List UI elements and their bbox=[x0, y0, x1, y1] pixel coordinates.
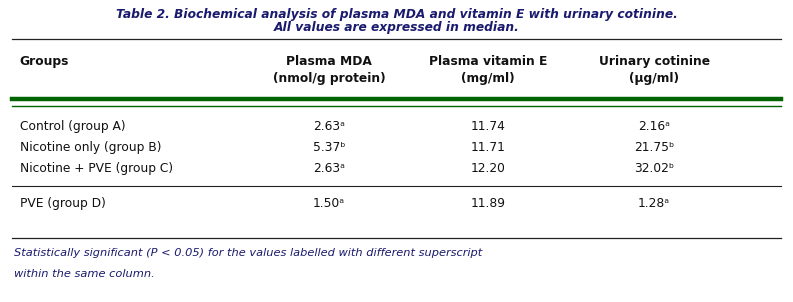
Text: 11.71: 11.71 bbox=[470, 141, 505, 154]
Text: Statistically significant (P < 0.05) for the values labelled with different supe: Statistically significant (P < 0.05) for… bbox=[14, 248, 482, 258]
Text: 11.74: 11.74 bbox=[470, 120, 505, 133]
Text: Plasma MDA: Plasma MDA bbox=[286, 55, 372, 69]
Text: (nmol/g protein): (nmol/g protein) bbox=[273, 72, 385, 85]
Text: Plasma vitamin E: Plasma vitamin E bbox=[428, 55, 547, 69]
Text: (mg/ml): (mg/ml) bbox=[461, 72, 515, 85]
Text: Control (group A): Control (group A) bbox=[20, 120, 125, 133]
Text: 5.37ᵇ: 5.37ᵇ bbox=[313, 141, 345, 154]
Text: within the same column.: within the same column. bbox=[14, 269, 155, 279]
Text: 11.89: 11.89 bbox=[470, 197, 505, 210]
Text: 32.02ᵇ: 32.02ᵇ bbox=[634, 162, 674, 175]
Text: (μg/ml): (μg/ml) bbox=[629, 72, 680, 85]
Text: Urinary cotinine: Urinary cotinine bbox=[599, 55, 710, 69]
Text: Table 2. Biochemical analysis of plasma MDA and vitamin E with urinary cotinine.: Table 2. Biochemical analysis of plasma … bbox=[116, 8, 677, 21]
Text: PVE (group D): PVE (group D) bbox=[20, 197, 105, 210]
Text: 21.75ᵇ: 21.75ᵇ bbox=[634, 141, 674, 154]
Text: 1.50ᵃ: 1.50ᵃ bbox=[313, 197, 345, 210]
Text: 12.20: 12.20 bbox=[470, 162, 505, 175]
Text: 1.28ᵃ: 1.28ᵃ bbox=[638, 197, 670, 210]
Text: Nicotine only (group B): Nicotine only (group B) bbox=[20, 141, 161, 154]
Text: 2.16ᵃ: 2.16ᵃ bbox=[638, 120, 670, 133]
Text: Nicotine + PVE (group C): Nicotine + PVE (group C) bbox=[20, 162, 173, 175]
Text: 2.63ᵃ: 2.63ᵃ bbox=[313, 120, 345, 133]
Text: Groups: Groups bbox=[20, 55, 69, 69]
Text: All values are expressed in median.: All values are expressed in median. bbox=[274, 21, 519, 34]
Text: 2.63ᵃ: 2.63ᵃ bbox=[313, 162, 345, 175]
